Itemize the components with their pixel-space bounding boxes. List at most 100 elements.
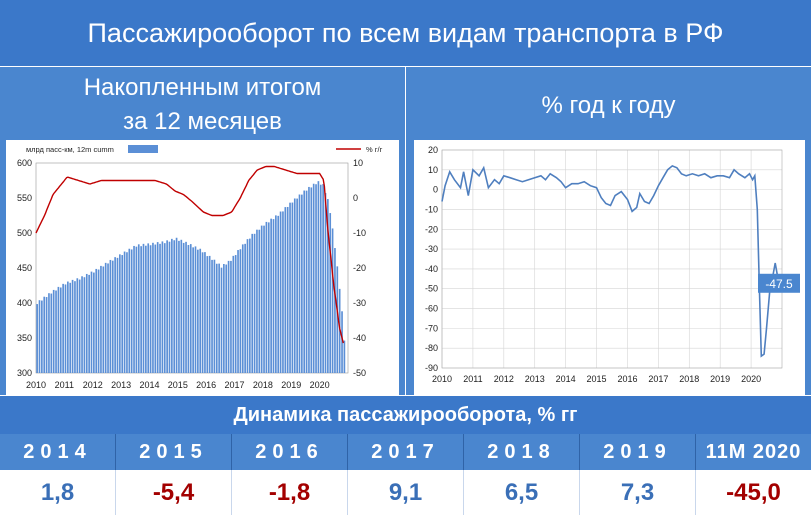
bar [97, 269, 100, 373]
value-cell: -5,4 [116, 470, 232, 515]
bar [260, 225, 263, 373]
bar [298, 194, 301, 373]
y-right-tick-label: -10 [353, 228, 366, 238]
x-tick-label: 2018 [253, 380, 273, 390]
x-tick-label: 2017 [225, 380, 245, 390]
year-cell: 2019 [580, 434, 696, 470]
y-tick-label: 0 [433, 185, 438, 195]
bar [272, 219, 275, 373]
bar [282, 211, 284, 373]
bar [64, 284, 67, 373]
bar [296, 198, 298, 373]
y-left-tick-label: 500 [17, 228, 32, 238]
x-tick-label: 2013 [111, 380, 131, 390]
bar [41, 300, 43, 373]
bar [230, 260, 232, 373]
bar [159, 243, 161, 373]
bar [218, 263, 220, 373]
bar [310, 187, 313, 373]
value-cell: -1,8 [232, 470, 348, 515]
bar [301, 194, 303, 373]
bar [329, 213, 332, 373]
bar [88, 274, 90, 373]
bar [161, 241, 164, 373]
y-left-tick-label: 300 [17, 368, 32, 378]
right-panel-title: % год к году [541, 92, 676, 119]
x-tick-label: 2012 [83, 380, 103, 390]
x-tick-label: 2017 [648, 374, 668, 384]
x-tick-label: 2011 [463, 374, 482, 384]
plot-area-frame [441, 149, 783, 369]
bar [204, 252, 206, 373]
y-tick-label: -70 [425, 323, 438, 333]
x-tick-label: 2015 [168, 380, 188, 390]
bar [253, 233, 256, 373]
page-title: Пассажирооборот по всем видам транспорта… [0, 0, 811, 66]
x-tick-label: 2016 [617, 374, 637, 384]
bar [289, 202, 291, 373]
bar [279, 211, 282, 373]
dynamics-years-row: 2014 2015 2016 2017 2018 2019 11М 2020 [0, 434, 811, 470]
bar [145, 245, 147, 373]
bar [102, 266, 105, 373]
bar [168, 241, 171, 373]
bar [38, 300, 41, 373]
bar [334, 248, 336, 373]
y-tick-label: -40 [425, 264, 438, 274]
bar [315, 184, 317, 373]
bar [211, 259, 213, 373]
bar [303, 190, 306, 373]
bar [130, 249, 133, 373]
x-tick-label: 2012 [494, 374, 514, 384]
bar [263, 225, 265, 373]
y-right-tick-label: -50 [353, 368, 366, 378]
bar [62, 283, 64, 373]
bar [90, 271, 93, 373]
bar [232, 255, 235, 373]
bar [317, 181, 320, 373]
year-cell: 11М 2020 [705, 441, 802, 463]
bar [322, 184, 324, 373]
bar [111, 260, 114, 373]
bar [154, 244, 157, 373]
bar [284, 207, 287, 373]
value-cell: 7,3 [580, 470, 696, 515]
bar [199, 248, 202, 373]
x-tick-label: 2014 [556, 374, 576, 384]
bar [128, 248, 131, 373]
bar [270, 218, 272, 373]
y-tick-label: -60 [425, 304, 438, 314]
left-panel-title-line2: за 12 месяцев [123, 108, 282, 135]
year-cell: 2017 [348, 434, 464, 470]
bar [95, 268, 98, 373]
bar [52, 289, 55, 373]
bar [197, 249, 199, 373]
y-tick-label: -80 [425, 343, 438, 353]
year-cell: 2018 [464, 434, 580, 470]
x-tick-label: 2015 [587, 374, 607, 384]
y-left-tick-label: 450 [17, 263, 32, 273]
last-value-label: -47.5 [765, 277, 793, 291]
bar [319, 184, 322, 373]
bar [220, 267, 223, 373]
y-tick-label: 20 [428, 145, 438, 155]
y-tick-label: -10 [425, 204, 438, 214]
bar [116, 257, 119, 373]
dynamics-values-row: 1,8 -5,4 -1,8 9,1 6,5 7,3 -45,0 [0, 470, 811, 515]
bar [293, 198, 296, 373]
y-left-tick-label: 400 [17, 298, 32, 308]
bar [341, 311, 343, 373]
x-tick-label: 2019 [281, 380, 301, 390]
bar [109, 259, 112, 373]
bar [107, 263, 109, 373]
bar [133, 245, 135, 373]
bar [59, 287, 62, 373]
bar [55, 290, 57, 373]
bar [43, 296, 46, 373]
bar [123, 251, 126, 373]
cumulative-chart-box: млрд пасс-км, 12m cumm % г/г 600 550 500 450 4… [6, 140, 399, 395]
bar [237, 250, 239, 373]
bar [140, 246, 142, 373]
x-tick-label: 2020 [741, 374, 761, 384]
year-cell: 2014 [0, 434, 116, 470]
